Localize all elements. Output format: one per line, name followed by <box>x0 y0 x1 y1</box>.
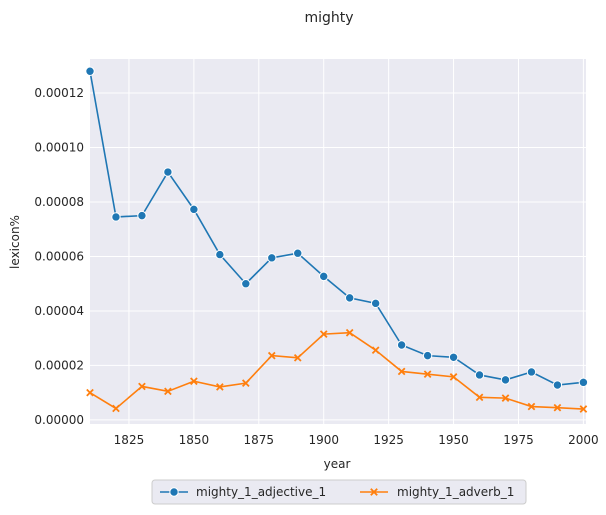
x-tick-label: 1950 <box>438 433 469 447</box>
data-point-marker <box>137 210 147 221</box>
data-point-marker <box>449 373 458 381</box>
legend-item-mighty_1_adverb_1: mighty_1_adverb_1 <box>360 485 514 499</box>
data-point-marker <box>527 402 536 411</box>
data-point-marker <box>85 66 95 76</box>
y-tick-label: 0.00010 <box>34 141 84 155</box>
x-tick-label: 1825 <box>114 433 145 447</box>
data-point-marker <box>501 394 510 402</box>
data-point-marker <box>169 487 179 497</box>
data-point-marker <box>579 405 588 413</box>
chart-title: mighty <box>304 10 353 26</box>
data-point-marker <box>293 353 302 362</box>
y-tick-label: 0.00002 <box>34 358 84 372</box>
x-tick-label: 1975 <box>503 433 534 447</box>
data-point-marker <box>553 403 562 412</box>
x-axis-label: year <box>324 457 351 471</box>
data-point-marker <box>189 204 199 215</box>
data-point-marker <box>344 293 355 303</box>
series-layer <box>85 66 589 413</box>
data-point-marker <box>112 404 120 413</box>
data-point-marker <box>216 383 224 391</box>
x-tick-label: 1900 <box>308 433 339 447</box>
y-tick-label: 0.00004 <box>34 304 84 318</box>
data-point-marker <box>190 377 198 386</box>
data-point-marker <box>397 367 406 376</box>
x-tick-label: 2000 <box>568 433 599 447</box>
data-point-marker <box>293 248 303 258</box>
legend-box <box>151 479 527 505</box>
data-point-marker <box>215 249 225 260</box>
y-tick-label: 0.00008 <box>34 195 84 209</box>
legend: mighty_1_adjective_1 mighty_1_adverb_1 <box>151 479 527 505</box>
y-tick-label: 0.00000 <box>34 413 84 427</box>
legend-label: mighty_1_adverb_1 <box>397 485 514 499</box>
data-point-marker <box>423 370 432 378</box>
data-point-marker <box>319 271 329 282</box>
x-tick-label: 1925 <box>373 433 404 447</box>
x-tick-label: 1875 <box>244 433 275 447</box>
data-point-marker <box>164 387 172 396</box>
data-point-marker <box>86 388 94 397</box>
data-point-marker <box>267 253 277 263</box>
y-tick-label: 0.00006 <box>34 249 84 263</box>
data-point-marker <box>448 352 459 362</box>
series-mighty_1_adjective_1 <box>85 66 589 390</box>
data-point-marker <box>396 340 407 350</box>
data-point-marker <box>370 298 381 309</box>
data-point-marker <box>111 212 121 222</box>
data-point-marker <box>345 328 354 337</box>
data-point-marker <box>552 380 563 390</box>
y-axis-label: lexicon% <box>8 215 22 269</box>
data-point-marker <box>526 367 537 377</box>
data-point-marker <box>500 375 511 385</box>
data-point-marker <box>163 167 173 177</box>
data-point-marker <box>422 350 433 361</box>
y-tick-labels: 0.00000 0.00002 0.00004 0.00006 0.00008 0.000… <box>34 86 84 427</box>
series-line <box>89 331 584 410</box>
x-tick-label: 1850 <box>179 433 210 447</box>
series-mighty_1_adverb_1 <box>86 328 588 413</box>
legend-label: mighty_1_adjective_1 <box>196 485 326 499</box>
data-point-marker <box>371 346 380 355</box>
data-point-marker <box>319 330 328 338</box>
data-point-marker <box>475 393 484 402</box>
data-point-marker <box>267 351 276 360</box>
data-point-marker <box>370 488 378 496</box>
plot-area <box>90 59 586 424</box>
data-point-marker <box>138 382 146 391</box>
legend-item-mighty_1_adjective_1: mighty_1_adjective_1 <box>160 485 326 499</box>
y-tick-label: 0.00012 <box>34 86 84 100</box>
data-point-marker <box>241 379 250 387</box>
x-tick-labels: 1825 1850 1875 1900 1925 1950 1975 2000 <box>114 433 599 447</box>
grid <box>90 59 586 424</box>
data-point-marker <box>578 377 589 388</box>
data-point-marker <box>241 279 251 289</box>
data-point-marker <box>474 370 485 380</box>
